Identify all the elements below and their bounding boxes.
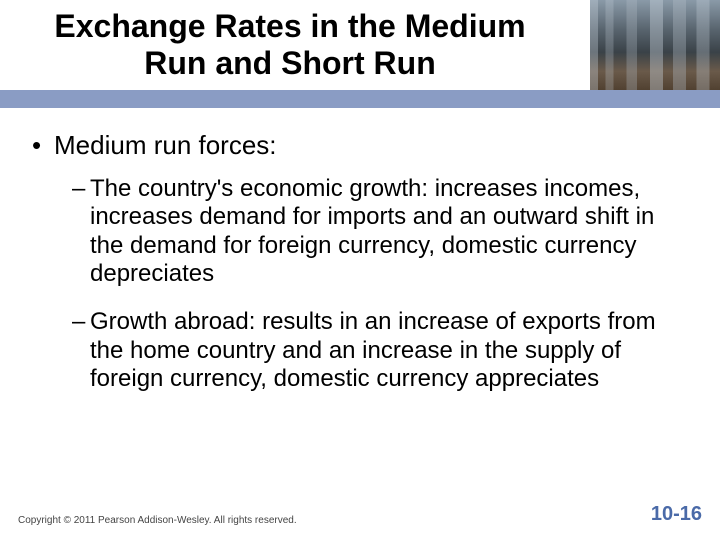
bullet-level1: Medium run forces: <box>30 130 690 161</box>
copyright-text: Copyright © 2011 Pearson Addison-Wesley.… <box>18 515 297 526</box>
content-area: Medium run forces: –The country's econom… <box>0 108 720 393</box>
bullet-level2-item: –The country's economic growth: increase… <box>30 175 690 288</box>
header-area: Exchange Rates in the Medium Run and Sho… <box>0 0 720 108</box>
bullet-text: The country's economic growth: increases… <box>90 175 654 287</box>
bullet-text: Growth abroad: results in an increase of… <box>90 308 656 392</box>
corner-skyline-image <box>590 0 720 95</box>
header-divider-bar <box>0 90 720 108</box>
slide-title: Exchange Rates in the Medium Run and Sho… <box>0 8 580 82</box>
bullet-level2-item: –Growth abroad: results in an increase o… <box>30 308 690 393</box>
page-number: 10-16 <box>651 503 702 526</box>
footer: Copyright © 2011 Pearson Addison-Wesley.… <box>18 503 702 526</box>
